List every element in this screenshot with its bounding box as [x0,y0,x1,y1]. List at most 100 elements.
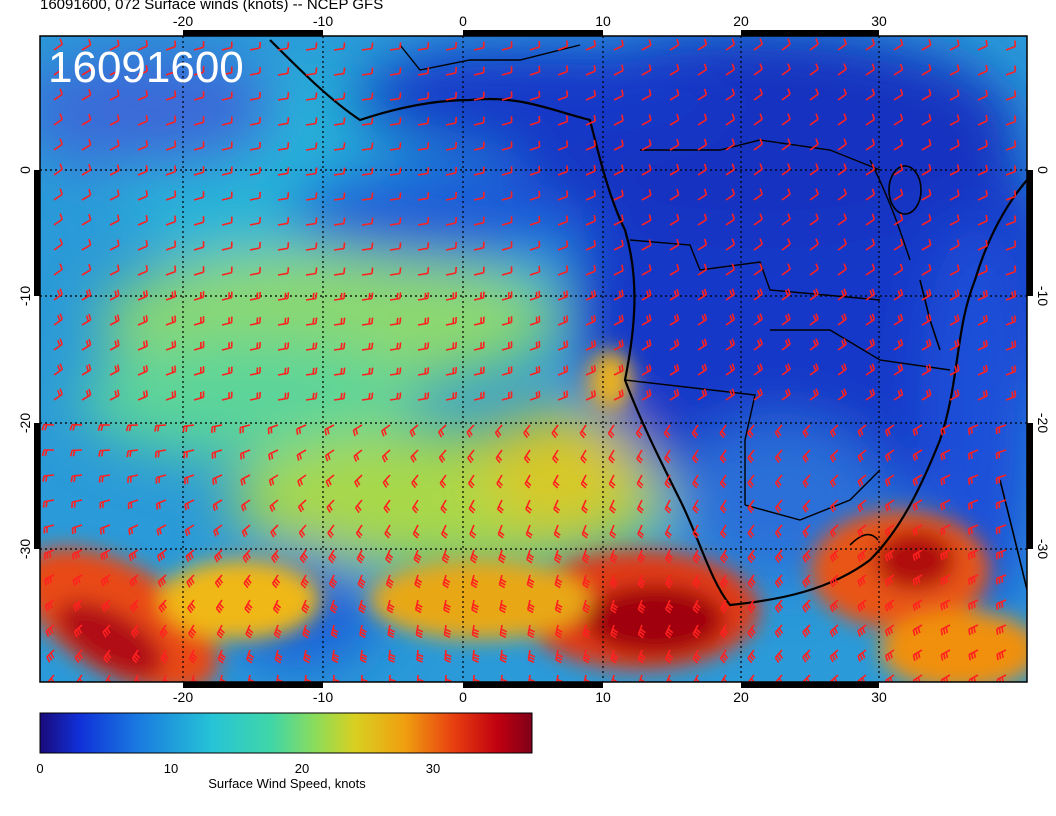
wind-barb [219,674,227,682]
wind-barb [802,624,811,638]
wind-barb [165,65,177,76]
wind-barb [912,549,923,561]
wind-barb [165,290,177,301]
wind-barb [249,291,261,301]
wind-barb [781,163,791,176]
wind-barb [829,599,839,613]
wind-barb [747,674,755,682]
wind-barb [109,189,120,201]
wind-barb [277,342,290,351]
wind-barb [361,317,374,326]
wind-barb [221,216,233,226]
wind-barb [865,163,876,176]
wind-barb [781,288,791,301]
wind-barb [473,66,485,76]
wind-barb [641,39,652,51]
wind-barb [949,239,960,251]
wind-barb [109,239,120,251]
wind-barb [46,649,55,663]
wind-barb [725,388,736,401]
wind-barb [865,213,876,226]
wind-barb [193,141,205,151]
wind-barb [305,392,318,401]
wind-barb [526,574,535,589]
wind-barb [781,88,791,101]
wind-barb [613,189,624,201]
wind-barb [837,113,847,126]
wind-barb [585,139,596,151]
wind-barb [297,499,307,513]
wind-barb [857,574,867,587]
wind-barb [389,242,402,251]
wind-barb [949,89,960,101]
wind-barb [802,549,811,563]
wind-barb [719,499,727,514]
wind-barb [221,316,233,326]
wind-barb [104,674,112,682]
wind-barb [557,265,569,276]
wind-barb [53,63,63,76]
wind-barb [305,242,318,251]
wind-barb [501,141,513,151]
wind-barb [977,289,988,301]
wind-barb [495,449,503,464]
wind-barb [719,524,727,539]
wind-barb [837,38,847,51]
wind-barb [553,499,561,514]
lat-tick-label: -10 [17,286,33,306]
wind-barb [669,38,680,51]
wind-barb [333,367,346,376]
wind-barb [1005,115,1017,126]
wind-barb [837,263,847,276]
wind-barb [747,624,756,639]
wind-barb [967,524,979,535]
lon-tick-label: 30 [871,13,887,29]
wind-barb [977,389,988,401]
wind-barb [445,66,457,76]
wind-barb [949,114,960,126]
wind-barb [249,41,261,51]
wind-barb [554,549,563,564]
wind-barb [501,316,513,326]
wind-barb [529,265,541,276]
wind-barb [637,599,646,614]
wind-barb [719,424,727,439]
wind-barb [137,115,148,126]
wind-barb [809,113,819,126]
wind-barb [747,424,755,439]
wind-barb [497,524,505,539]
wind-barb [137,140,148,151]
wind-barb [884,599,895,612]
wind-barb [857,474,867,488]
wind-barb [328,574,338,589]
wind-barb [837,163,847,176]
wind-barb [725,38,736,51]
wind-barb [165,315,177,326]
wind-barb [361,192,374,201]
wind-barb [857,424,867,438]
wind-barb [445,266,457,276]
wind-barb [774,624,784,638]
lon-ticks-bottom: -20 -10 0 10 20 30 [173,689,887,705]
wind-barb [109,339,120,351]
wind-barb [613,264,624,276]
wind-barb [413,549,422,564]
wind-barb [128,524,139,536]
wind-barb [417,217,430,226]
wind-barb [417,267,430,276]
wind-barb [499,624,508,639]
wind-barb [221,116,233,126]
wind-barb [967,449,979,460]
wind-barb [137,165,148,176]
wind-barb [837,88,847,101]
wind-barb [53,88,63,101]
wind-barb [893,138,904,151]
wind-barb [809,188,819,201]
wind-barb [557,290,569,301]
wind-barb [837,388,847,401]
wind-barb [636,449,644,464]
wind-barb [473,116,485,126]
wind-barb [103,649,112,664]
wind-barb [356,549,365,564]
wind-barb [165,165,177,176]
